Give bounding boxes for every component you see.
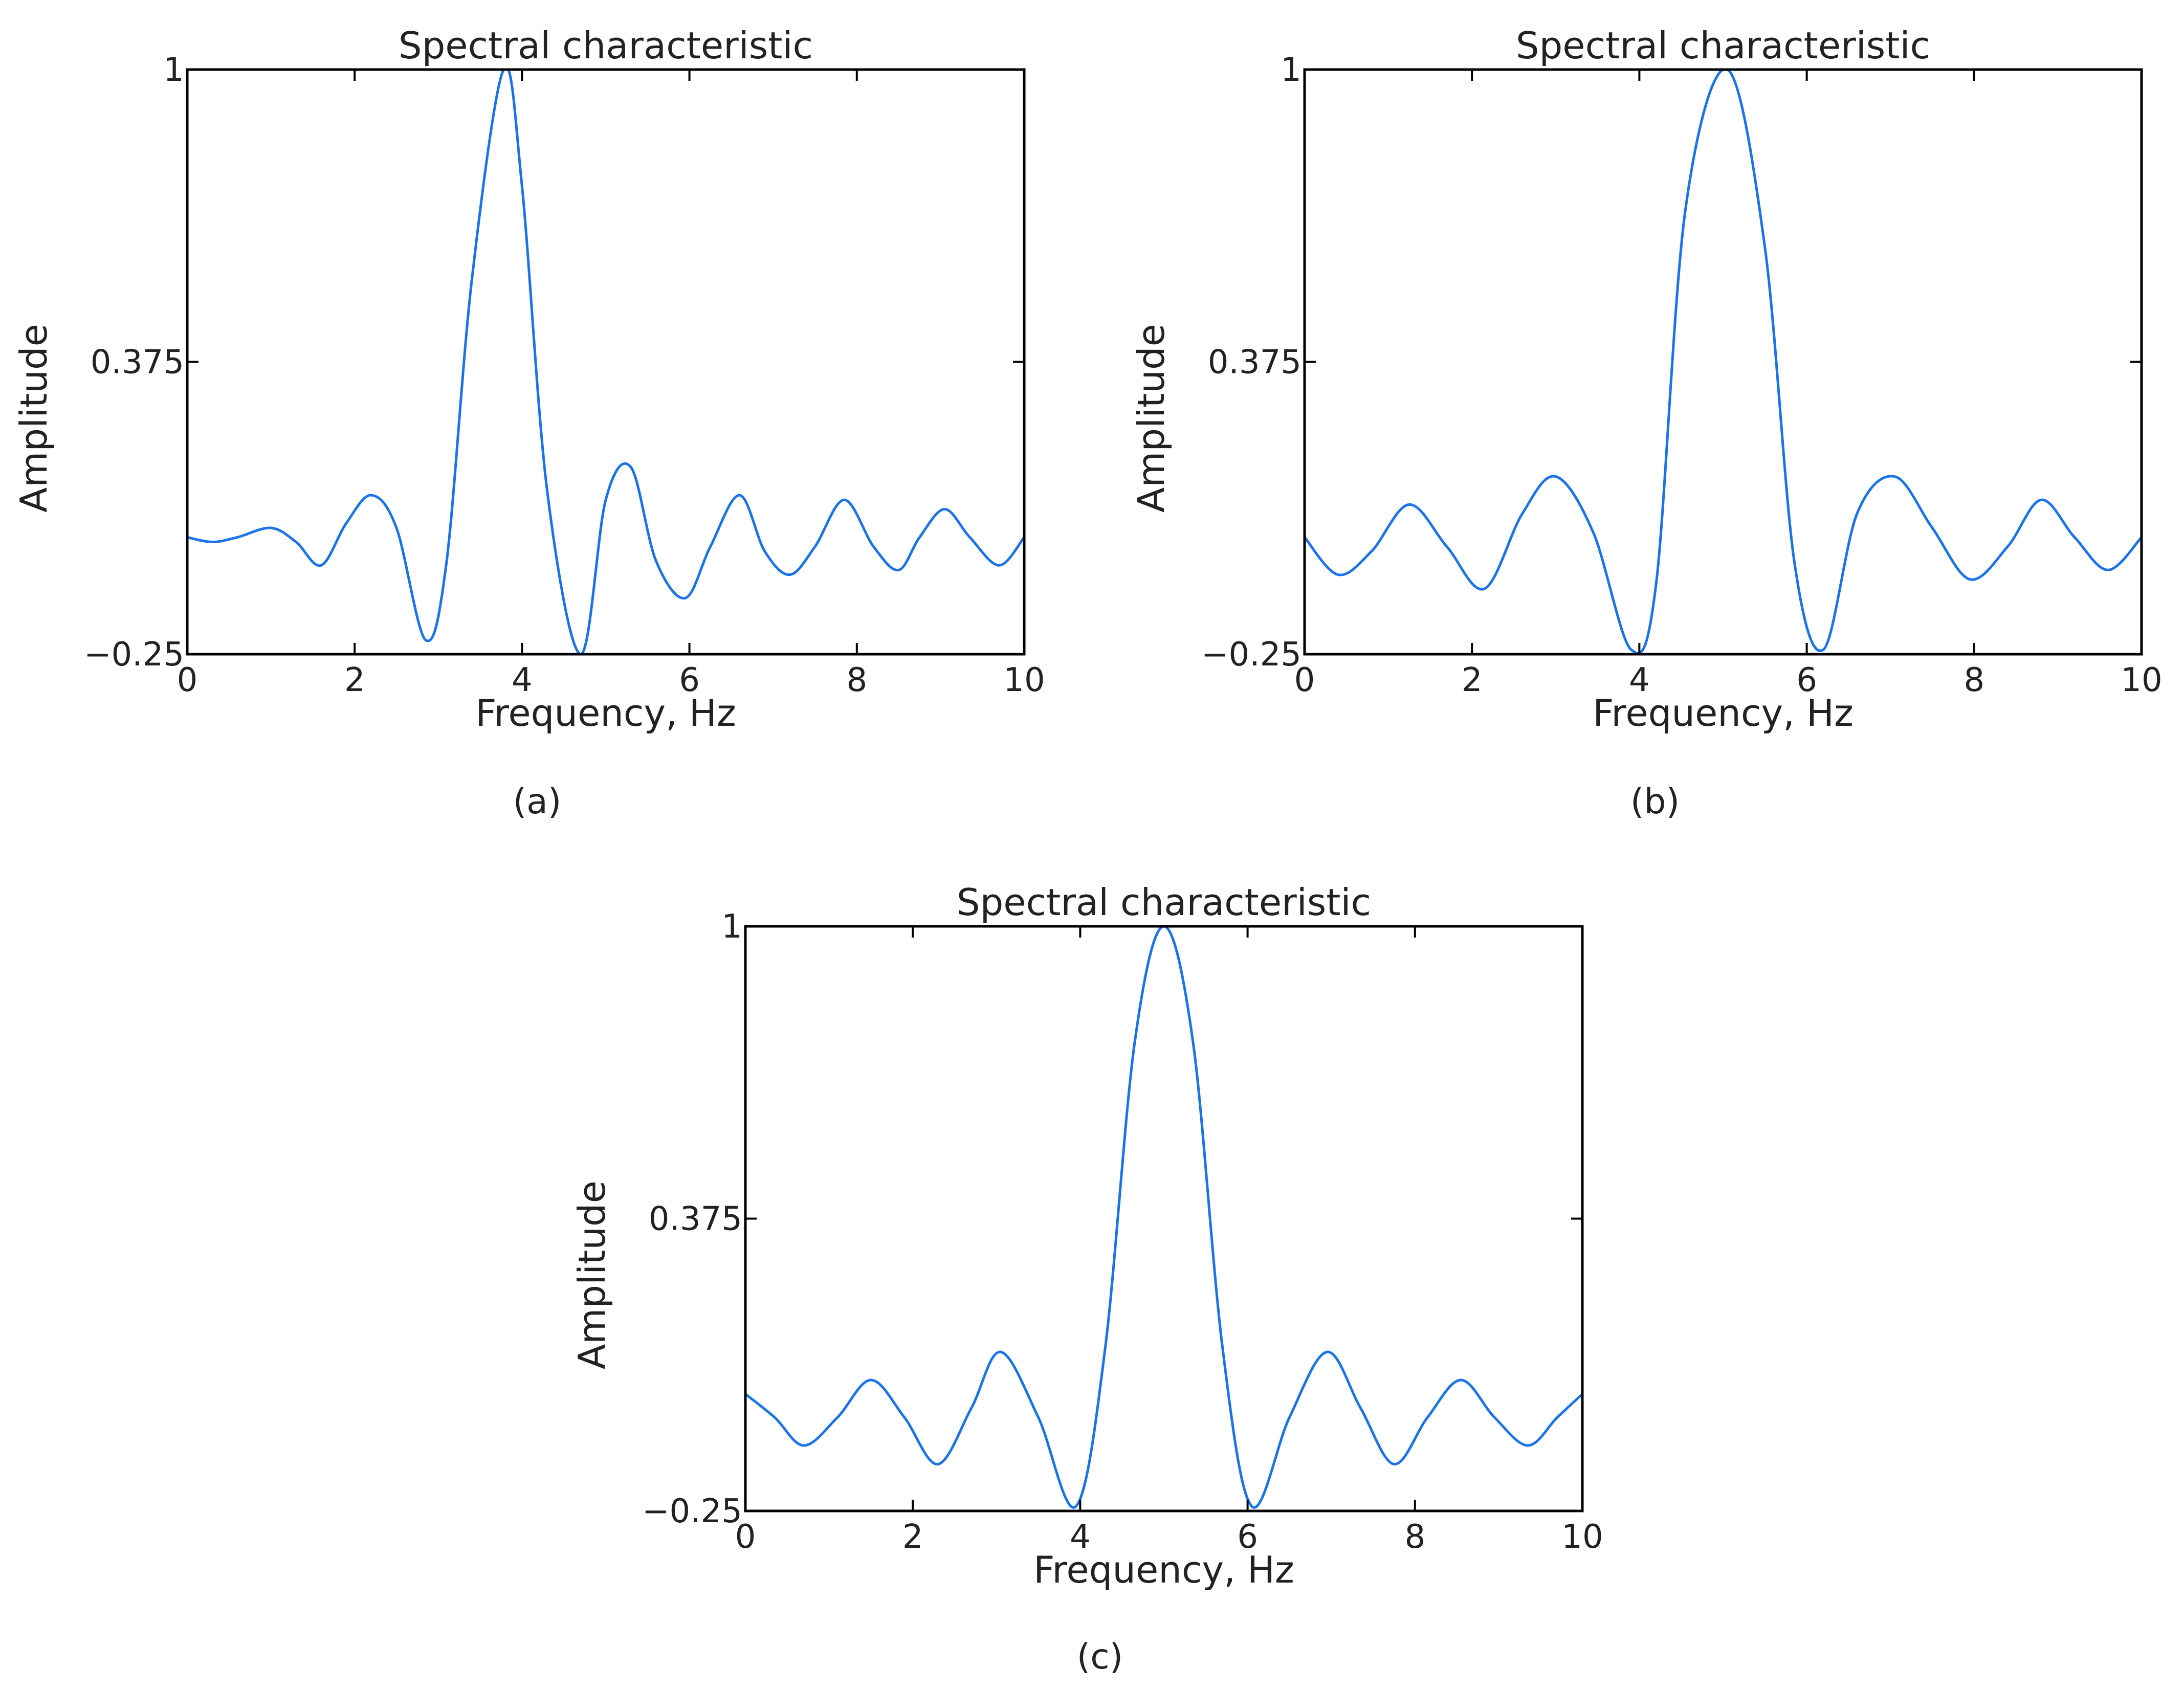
x-axis-label: Frequency, Hz — [1593, 692, 1854, 735]
x-tick-label: 10 — [1561, 1518, 1603, 1556]
y-axis-label: Amplitude — [1130, 324, 1173, 513]
y-axis-label: Amplitude — [570, 1181, 613, 1369]
chart-title: Spectral characteristic — [399, 24, 813, 67]
series-line — [745, 926, 1582, 1509]
series-line — [187, 70, 1024, 654]
x-tick-label: 2 — [344, 661, 365, 699]
chart-panel-c: 0 2 4 6 8 10 −0.25 0.375 1 Spectral characteristi… — [570, 881, 1603, 1677]
plot-frame — [186, 68, 1026, 656]
x-tick-label: 6 — [1237, 1518, 1258, 1556]
panel-caption: (a) — [513, 782, 562, 822]
y-tick-label: 0.375 — [649, 1200, 742, 1238]
y-tick-label: 1 — [163, 51, 184, 89]
chart-title: Spectral characteristic — [957, 881, 1371, 924]
y-tick-label: 0.375 — [1208, 344, 1301, 382]
series-line — [1305, 70, 2142, 654]
chart-panel-b: 0 2 4 6 8 10 −0.25 0.375 1 Spectral characteristi… — [1130, 24, 2163, 822]
chart-panel-a: 0 2 4 6 8 10 −0.25 0.375 1 Spectral characteristi… — [12, 24, 1045, 822]
x-tick-label: 4 — [1629, 661, 1650, 699]
x-tick-label: 8 — [1404, 1518, 1425, 1556]
x-axis-label: Frequency, Hz — [475, 692, 736, 735]
x-tick-label: 6 — [679, 661, 700, 699]
plot-frame — [1303, 68, 2143, 656]
x-tick-label: 8 — [846, 661, 867, 699]
y-tick-label: 1 — [1281, 51, 1301, 89]
x-tick-label: 0 — [1294, 661, 1315, 699]
x-tick-label: 10 — [1003, 661, 1045, 699]
x-tick-label: 6 — [1796, 661, 1817, 699]
x-tick-label: 8 — [1964, 661, 1984, 699]
panel-caption: (b) — [1630, 782, 1680, 822]
x-tick-label: 2 — [1462, 661, 1483, 699]
x-tick-label: 10 — [2121, 661, 2162, 699]
y-tick-label: −0.25 — [84, 636, 184, 674]
chart-title: Spectral characteristic — [1516, 24, 1930, 67]
y-axis-label: Amplitude — [12, 324, 55, 513]
panel-caption: (c) — [1077, 1637, 1123, 1677]
y-tick-label: −0.25 — [1201, 636, 1301, 674]
x-axis-label: Frequency, Hz — [1033, 1548, 1294, 1591]
x-tick-label: 2 — [902, 1518, 923, 1556]
x-tick-label: 0 — [177, 661, 198, 699]
x-tick-label: 4 — [512, 661, 533, 699]
x-tick-label: 0 — [735, 1518, 756, 1556]
plot-frame — [744, 925, 1584, 1512]
y-tick-label: 1 — [721, 908, 742, 946]
y-tick-label: −0.25 — [642, 1493, 742, 1530]
y-tick-label: 0.375 — [91, 344, 184, 382]
x-tick-label: 4 — [1070, 1518, 1091, 1556]
